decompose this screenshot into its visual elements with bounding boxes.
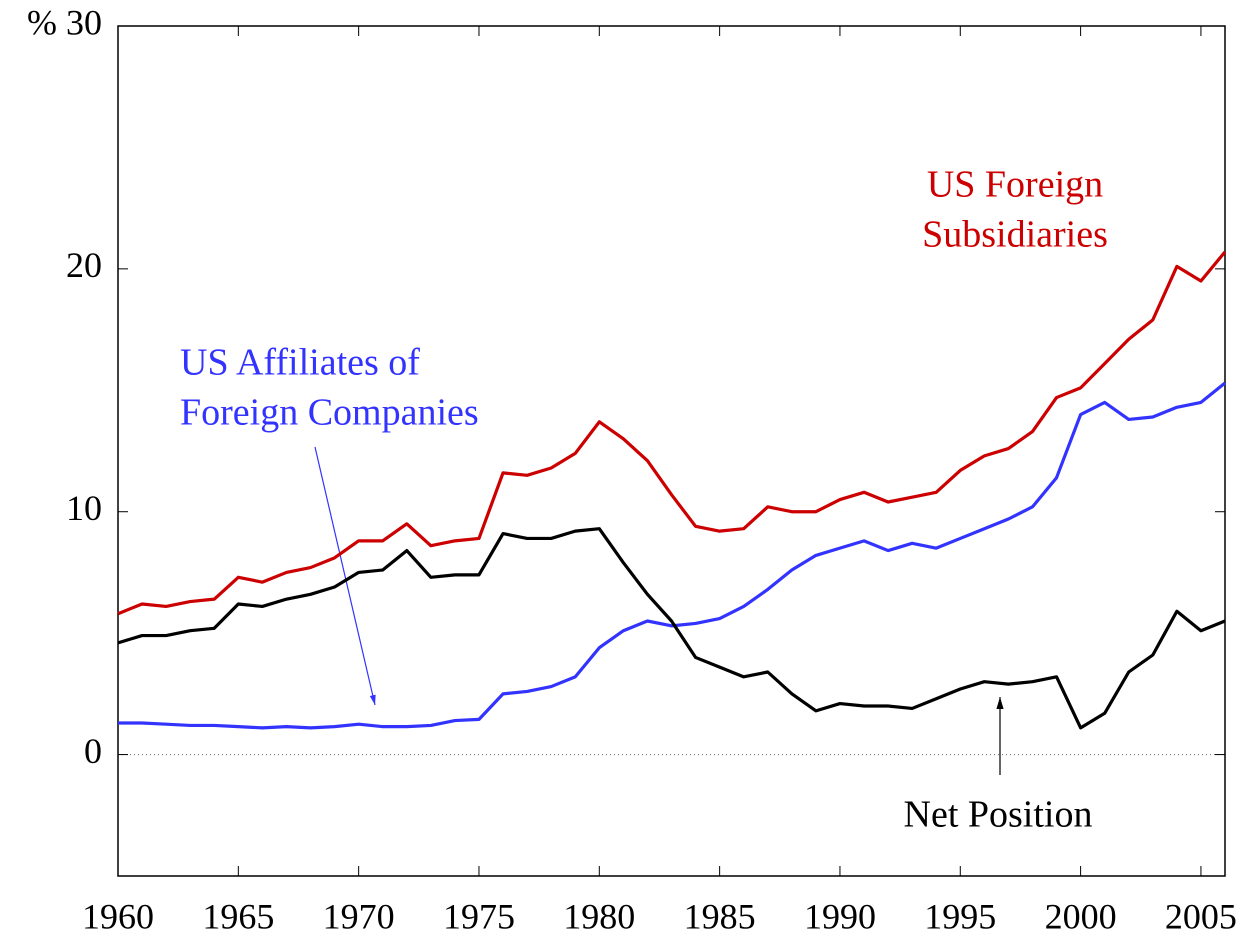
x-tick-label: 1985: [684, 896, 756, 936]
x-tick-label: 1990: [804, 896, 876, 936]
x-tick-label: 1995: [924, 896, 996, 936]
annotation: US Affiliates of: [180, 342, 420, 384]
x-tick-label: 1975: [443, 896, 515, 936]
annotation: Subsidiaries: [922, 214, 1108, 256]
annotation: US Foreign: [927, 164, 1103, 206]
series-line: [118, 381, 1227, 730]
x-tick-label: 2005: [1165, 896, 1237, 936]
x-tick-label: 1970: [323, 896, 395, 936]
x-tick-label: 1965: [202, 896, 274, 936]
x-tick-label: 1960: [82, 896, 154, 936]
y-tick-label: % 30: [27, 2, 102, 42]
arrow: [314, 446, 376, 706]
series-line: [117, 527, 1226, 730]
y-tick-label: 0: [84, 731, 102, 771]
annotation: Foreign Companies: [180, 392, 479, 434]
x-tick-label: 2000: [1045, 896, 1117, 936]
annotation: Net Position: [904, 794, 1093, 836]
y-tick-label: 10: [66, 488, 102, 528]
y-tick-label: 20: [66, 245, 102, 285]
series-line: [117, 250, 1227, 616]
x-tick-label: 1980: [563, 896, 635, 936]
plot-frame: [117, 25, 1226, 877]
